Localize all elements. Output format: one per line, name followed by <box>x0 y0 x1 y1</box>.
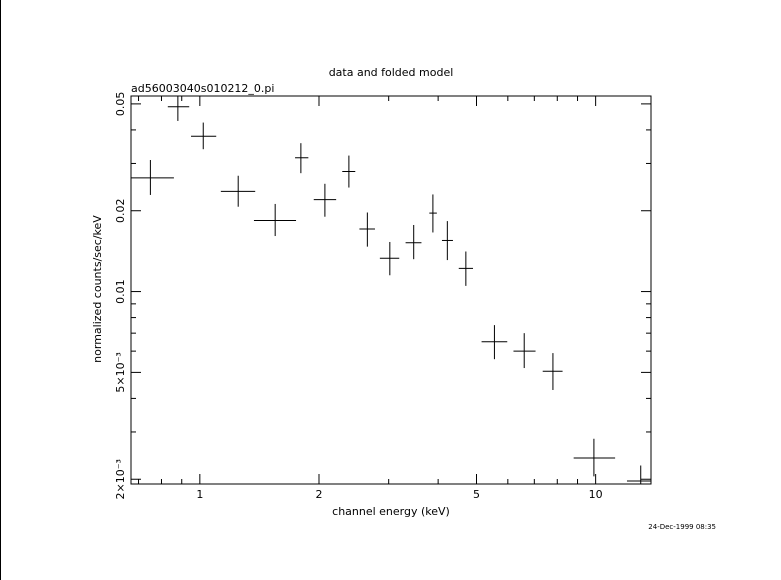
timestamp: 24-Dec-1999 08:35 <box>648 523 716 531</box>
data-point <box>542 353 563 390</box>
x-tick-label: 1 <box>196 488 203 501</box>
data-point <box>458 251 474 286</box>
data-points <box>131 96 651 484</box>
y-axis-label: normalized counts/sec/keV <box>91 215 104 363</box>
data-point <box>405 224 422 260</box>
data-point <box>379 241 400 276</box>
data-point <box>429 194 437 233</box>
axis-tick-labels: 1 2 5 10 2×10⁻³ 5×10⁻³ 0.01 0.02 0.05 <box>114 92 603 501</box>
data-point <box>220 175 256 207</box>
data-point <box>191 122 217 150</box>
x-axis-label: channel energy (keV) <box>332 505 450 518</box>
data-point <box>481 325 508 360</box>
data-point <box>441 221 453 261</box>
data-point <box>295 143 309 174</box>
data-point <box>573 438 616 477</box>
y-tick-label: 5×10⁻³ <box>114 352 127 392</box>
y-tick-label: 2×10⁻³ <box>114 459 127 499</box>
data-point <box>167 96 190 121</box>
y-tick-label: 0.05 <box>114 92 127 117</box>
data-point <box>342 155 356 188</box>
x-tick-label: 10 <box>589 488 603 501</box>
x-tick-label: 5 <box>473 488 480 501</box>
y-tick-label: 0.02 <box>114 198 127 223</box>
plot-frame <box>130 95 652 485</box>
data-point <box>131 160 174 195</box>
window-left-edge <box>0 0 1 580</box>
y-tick-label: 0.01 <box>114 279 127 304</box>
chart-title: data and folded model <box>329 66 454 79</box>
data-point <box>253 203 297 237</box>
axis-ticks <box>131 96 651 484</box>
data-point <box>626 465 651 484</box>
data-point <box>313 183 337 217</box>
data-point <box>359 212 375 247</box>
chart-filename: ad56003040s010212_0.pi <box>131 82 274 95</box>
x-tick-label: 2 <box>315 488 322 501</box>
data-point <box>513 333 536 369</box>
